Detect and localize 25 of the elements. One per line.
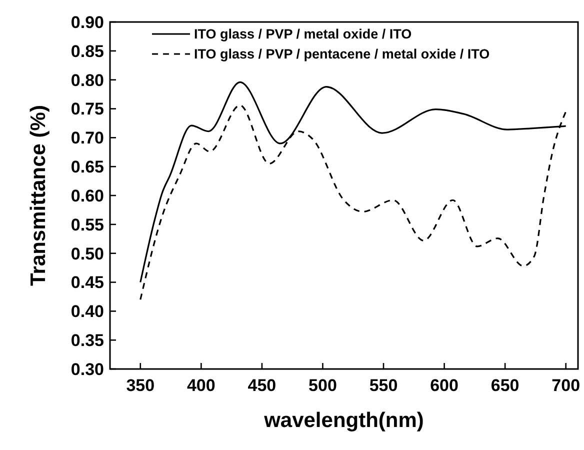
- x-tick-label: 550: [369, 376, 398, 395]
- x-tick-label: 650: [490, 376, 520, 395]
- x-tick-label: 500: [308, 376, 337, 395]
- y-tick-label: 0.65: [70, 158, 104, 177]
- y-tick-label: 0.55: [70, 215, 104, 234]
- x-tick-label: 700: [552, 376, 580, 395]
- x-tick-label: 450: [248, 376, 276, 395]
- x-tick-label: 350: [126, 376, 155, 395]
- x-tick-label: 600: [430, 376, 458, 395]
- x-axis-title: wavelength(nm): [263, 409, 424, 432]
- y-tick-label: 0.30: [70, 360, 104, 379]
- legend-label: ITO glass / PVP / pentacene / metal oxide / ITO: [194, 46, 490, 62]
- legend-label: ITO glass / PVP / metal oxide / ITO: [194, 26, 412, 42]
- y-tick-label: 0.45: [70, 273, 104, 292]
- y-tick-label: 0.40: [70, 302, 104, 322]
- x-tick-label: 400: [186, 376, 216, 395]
- y-tick-label: 0.75: [70, 100, 104, 119]
- y-tick-label: 0.70: [70, 128, 104, 148]
- y-tick-label: 0.35: [70, 331, 104, 350]
- y-axis-title: Transmittance (%): [27, 105, 50, 286]
- y-tick-label: 0.50: [70, 244, 104, 264]
- y-tick-label: 0.90: [70, 12, 104, 32]
- y-tick-label: 0.80: [70, 70, 104, 90]
- y-tick-label: 0.85: [70, 42, 104, 61]
- y-tick-label: 0.60: [70, 186, 104, 206]
